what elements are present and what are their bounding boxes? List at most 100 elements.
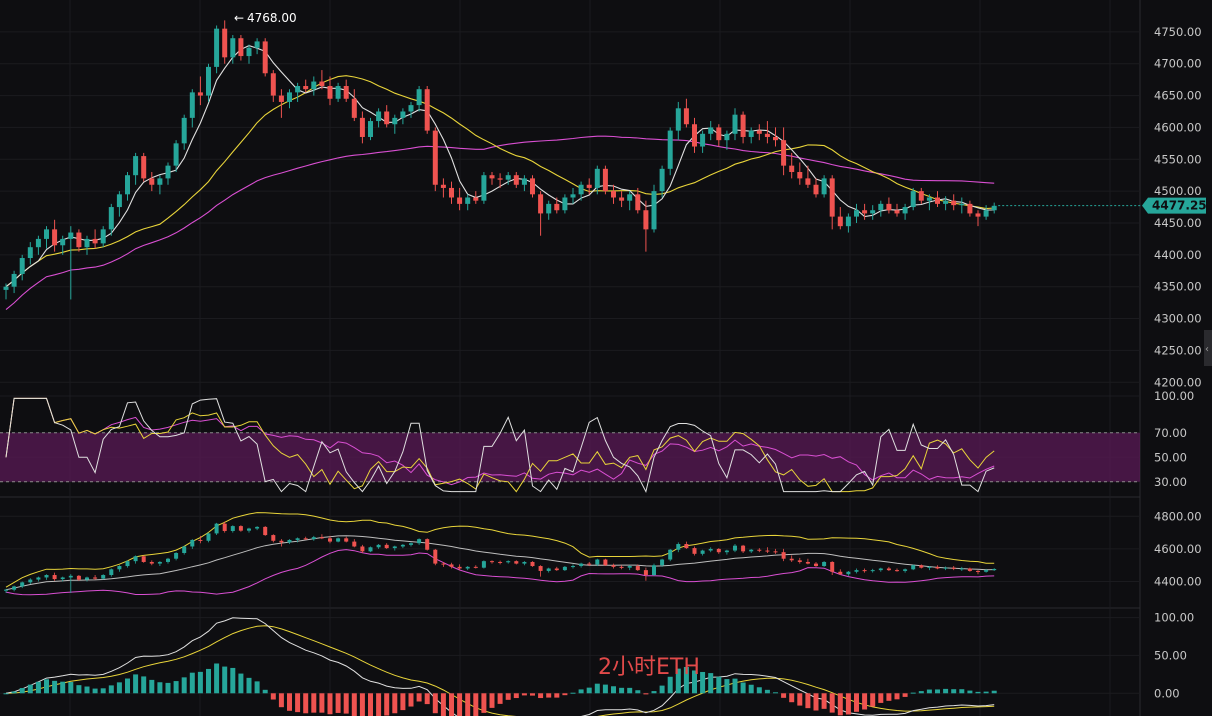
bb-candle-body (846, 571, 851, 575)
bb-candle-body (28, 579, 33, 583)
candle-body (546, 203, 552, 214)
bb-candle-body (984, 570, 989, 572)
candle-body (635, 194, 641, 211)
bb-candle-body (109, 569, 114, 576)
candle-body (473, 197, 479, 201)
bb-candle-body (652, 565, 656, 576)
oscillator-bar (586, 687, 592, 694)
oscillator-bar (659, 685, 665, 694)
oscillator-bar (789, 693, 795, 703)
bb-candle-body (76, 575, 81, 580)
oscillator-bar (68, 682, 74, 694)
bb-candle-body (927, 566, 932, 568)
bb-candle-body (198, 539, 203, 541)
bb-candle-body (870, 570, 875, 572)
bb-candle-body (190, 539, 195, 547)
y-tick-label: 30.00 (1154, 475, 1187, 489)
candle-body (570, 194, 576, 198)
bb-candle-body (247, 528, 251, 531)
oscillator-bar (708, 673, 714, 694)
bb-candle-body (562, 566, 567, 571)
bb-candle-body (360, 546, 365, 552)
bb-candle-body (579, 563, 584, 567)
bb-candle-body (611, 565, 616, 567)
oscillator-bar (254, 681, 260, 694)
oscillator-bar (108, 685, 114, 694)
bb-candle-body (854, 570, 859, 572)
oscillator-bar (756, 687, 762, 694)
candle-body (975, 213, 981, 217)
bb-candle-body (392, 546, 397, 549)
candle-body (602, 168, 608, 192)
collapse-panel-handle[interactable]: ‹ (1204, 330, 1212, 366)
bb-candle-body (287, 539, 292, 543)
oscillator-bar (845, 693, 851, 715)
oscillator-bar (797, 693, 803, 706)
oscillator-bar (311, 693, 317, 713)
candle-body (959, 203, 965, 206)
oscillator-bar (376, 693, 382, 716)
bb-candle-body (60, 577, 65, 580)
candle-body (716, 127, 722, 141)
candle-body (538, 194, 544, 214)
current-price-label: 4477.25 (1152, 199, 1207, 213)
bb-candle-body (222, 523, 227, 531)
bb-candle-body (967, 568, 972, 571)
oscillator-bar (303, 693, 309, 714)
bb-candle-body (303, 538, 308, 540)
oscillator-bar (740, 682, 746, 694)
oscillator-bar (651, 691, 657, 694)
candle-body (878, 203, 884, 211)
candle-body (773, 136, 778, 141)
bb-candle-body (935, 566, 940, 569)
candle-body (197, 92, 203, 96)
bb-candle-body (457, 566, 462, 569)
bb-candle-body (319, 537, 324, 539)
bb-candle-body (490, 561, 494, 563)
candle-body (789, 165, 795, 173)
peak-price-label: 4768.00 (247, 11, 297, 25)
bb-candle-body (101, 575, 106, 579)
bb-candle-body (660, 559, 665, 566)
candle-body (708, 127, 714, 134)
candle-body (408, 105, 414, 112)
bb-candle-body (295, 538, 300, 540)
oscillator-bar (359, 693, 365, 716)
oscillator-bar (902, 693, 908, 697)
candle-body (756, 130, 762, 134)
candle-body (214, 28, 220, 67)
candle-body (797, 172, 803, 179)
candle-body (530, 178, 535, 195)
candle-body (254, 41, 260, 48)
oscillator-bar (829, 693, 835, 713)
oscillator-bar (578, 689, 584, 694)
oscillator-bar (611, 686, 616, 694)
bb-candle-body (117, 566, 122, 570)
candle-body (521, 178, 527, 185)
bb-candle-body (643, 570, 648, 576)
candle-body (416, 89, 422, 106)
oscillator-bar (894, 693, 900, 700)
candle-body (619, 197, 625, 201)
chevron-left-icon[interactable]: ‹ (1205, 344, 1209, 355)
oscillator-bar (100, 688, 106, 694)
candle-body (335, 86, 341, 99)
bb-candle-body (822, 561, 827, 567)
oscillator-bar (473, 693, 479, 716)
candle-body (465, 197, 471, 204)
oscillator-bar (262, 689, 268, 694)
bb-candle-body (384, 544, 389, 549)
candle-body (854, 210, 859, 217)
candle-body (424, 89, 430, 131)
current-price-tag: 4477.25 (1142, 197, 1207, 214)
oscillator-bar (530, 693, 535, 696)
bb-candle-body (157, 561, 162, 564)
candle-body (303, 86, 309, 90)
bb-candle-body (255, 526, 260, 529)
handle-bg[interactable] (1204, 330, 1212, 366)
candle-body (287, 92, 292, 102)
bb-candle-body (724, 550, 729, 553)
candle-body (886, 203, 892, 211)
bb-candle-body (368, 547, 373, 552)
bb-candle-body (20, 582, 25, 587)
